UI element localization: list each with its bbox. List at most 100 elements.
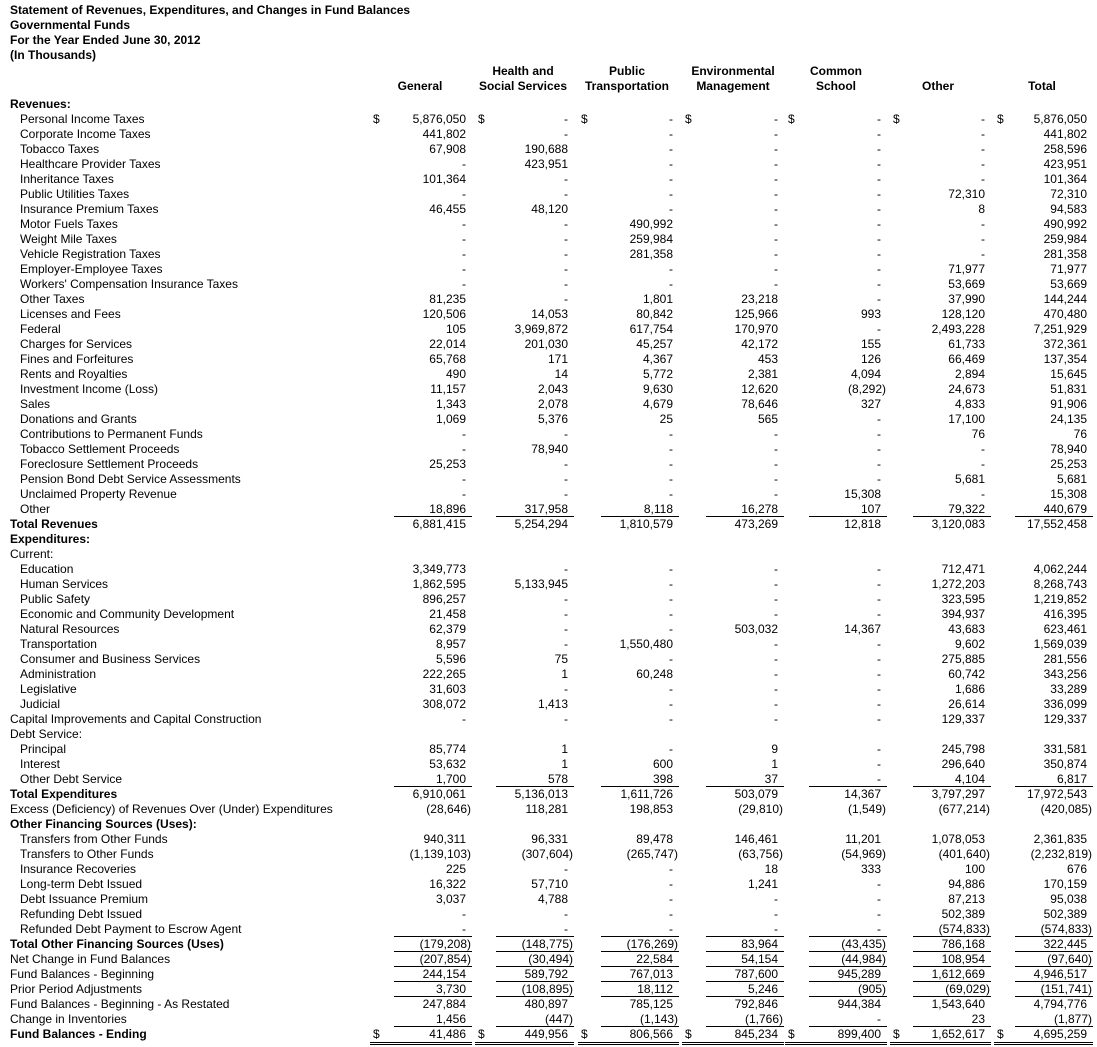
cell-value: 5,876,050 — [1033, 112, 1087, 126]
cell-value: 322,445 — [1043, 937, 1087, 951]
cell-value: 22,014 — [429, 337, 466, 351]
cell-value: 589,792 — [524, 967, 568, 981]
cell-value: 65,768 — [429, 352, 466, 366]
cell-value: - — [669, 712, 673, 726]
cell-value: 4,833 — [954, 397, 985, 411]
cell-value: - — [774, 442, 778, 456]
cell-value: (1,877) — [1053, 1012, 1092, 1026]
rule-line — [1015, 1026, 1093, 1027]
rule-line — [913, 1026, 991, 1027]
row-label: Prior Period Adjustments — [10, 982, 143, 996]
cell-value: - — [877, 187, 881, 201]
cell-value: 502,389 — [941, 907, 985, 921]
cell-value: - — [877, 667, 881, 681]
row-label: Refunding Debt Issued — [20, 907, 143, 921]
rule-line — [601, 936, 679, 937]
cell-value: - — [774, 472, 778, 486]
row-label: Fund Balances - Beginning — [10, 967, 155, 981]
cell-value: - — [462, 427, 466, 441]
cell-value: 11,157 — [430, 382, 466, 396]
cell-value: - — [774, 607, 778, 621]
rule-line — [601, 951, 679, 952]
cell-value: 423,951 — [1043, 157, 1087, 171]
cell-value: 3,797,297 — [931, 787, 985, 801]
rule-line — [394, 936, 472, 937]
cell-value: - — [877, 607, 881, 621]
cell-value: 5,681 — [1056, 472, 1087, 486]
row-label: Debt Issuance Premium — [20, 892, 149, 906]
cell-value: - — [669, 262, 673, 276]
cell-value: 490 — [445, 367, 466, 381]
cell-value: 24,673 — [948, 382, 985, 396]
cell-value: 600 — [652, 757, 673, 771]
cell-value: 101,364 — [422, 172, 466, 186]
cell-value: 23 — [971, 1012, 985, 1026]
cell-value: 676 — [1066, 862, 1087, 876]
cell-value: (108,895) — [521, 982, 573, 996]
cell-value: 503,079 — [734, 787, 778, 801]
cell-value: - — [877, 682, 881, 696]
cell-value: - — [669, 907, 673, 921]
cell-value: 190,688 — [524, 142, 568, 156]
cell-value: - — [564, 217, 568, 231]
row-label: Employer-Employee Taxes — [20, 262, 163, 276]
cell-value: 11,201 — [845, 832, 881, 846]
currency-symbol: $ — [373, 1027, 380, 1041]
cell-value: 137,354 — [1043, 352, 1087, 366]
cell-value: - — [981, 157, 985, 171]
currency-symbol: $ — [997, 112, 1004, 126]
cell-value: 806,566 — [629, 1027, 673, 1041]
rule-line — [809, 1026, 887, 1027]
currency-symbol: $ — [373, 112, 380, 126]
cell-value: 60,742 — [948, 667, 985, 681]
cell-value: 565 — [757, 412, 778, 426]
cell-value: 470,480 — [1043, 307, 1087, 321]
rule-line — [1015, 936, 1093, 937]
cell-value: 343,256 — [1043, 667, 1087, 681]
cell-value: - — [564, 592, 568, 606]
cell-value: (179,208) — [419, 937, 471, 951]
row-label: Current: — [10, 547, 54, 561]
cell-value: 41,486 — [429, 1027, 466, 1041]
rule-line — [601, 966, 679, 967]
cell-value: 96,331 — [531, 832, 568, 846]
cell-value: 37,990 — [948, 292, 985, 306]
row-label: Total Revenues — [10, 517, 98, 531]
cell-value: 281,556 — [1043, 652, 1087, 666]
column-header: Other — [921, 79, 954, 93]
row-label: Long-term Debt Issued — [20, 877, 143, 891]
rule-line — [1015, 981, 1093, 982]
cell-value: 129,337 — [1043, 712, 1087, 726]
row-label: Tobacco Settlement Proceeds — [20, 442, 180, 456]
cell-value: 146,461 — [734, 832, 778, 846]
cell-value: - — [564, 712, 568, 726]
column-header: General — [397, 79, 443, 93]
cell-value: (307,604) — [521, 847, 573, 861]
rule-line — [913, 996, 991, 997]
rule-line — [706, 786, 784, 787]
cell-value: 62,379 — [429, 622, 466, 636]
cell-value: 33,289 — [1050, 682, 1087, 696]
cell-value: 473,269 — [734, 517, 778, 531]
cell-value: 423,951 — [524, 157, 568, 171]
cell-value: - — [774, 637, 778, 651]
row-label: Transfers to Other Funds — [20, 847, 154, 861]
cell-value: 21,458 — [429, 607, 466, 621]
cell-value: - — [877, 427, 881, 441]
rule-line — [785, 1044, 887, 1045]
cell-value: - — [774, 922, 778, 936]
cell-value: - — [564, 112, 568, 126]
cell-value: - — [774, 127, 778, 141]
cell-value: - — [669, 742, 673, 756]
rule-line — [496, 936, 574, 937]
rule-line — [913, 981, 991, 982]
cell-value: 6,881,415 — [412, 517, 466, 531]
cell-value: 125,966 — [734, 307, 778, 321]
cell-value: 2,361,835 — [1033, 832, 1087, 846]
cell-value: - — [774, 427, 778, 441]
cell-value: 9 — [771, 742, 778, 756]
cell-value: 1,700 — [435, 772, 466, 786]
row-label: Public Utilities Taxes — [20, 187, 130, 201]
rule-line — [1015, 951, 1093, 952]
cell-value: 1,569,039 — [1033, 637, 1087, 651]
